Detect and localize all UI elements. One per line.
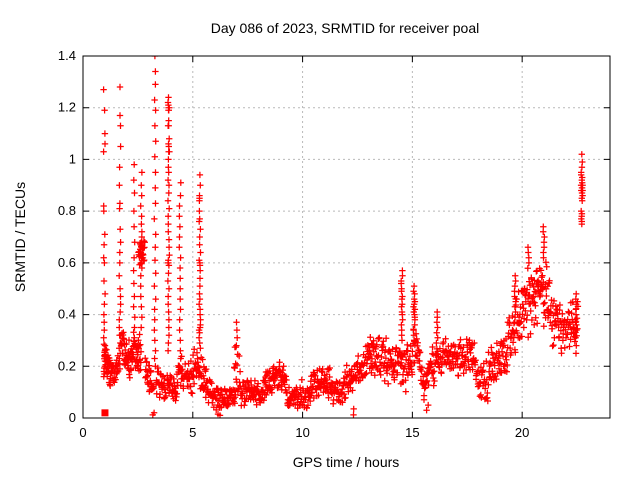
x-tick-label: 15 — [405, 425, 419, 440]
y-tick-label: 0 — [69, 410, 76, 425]
x-tick-label: 20 — [515, 425, 529, 440]
x-tick-label: 5 — [189, 425, 196, 440]
y-tick-label: 1.4 — [58, 48, 76, 63]
chart-title: Day 086 of 2023, SRMTID for receiver poa… — [211, 20, 479, 36]
y-axis-label: SRMTID / TECUs — [12, 182, 28, 292]
y-tick-label: 1 — [69, 151, 76, 166]
x-tick-label: 10 — [295, 425, 309, 440]
y-tick-label: 1.2 — [58, 100, 76, 115]
tick-labels: 0 5 10 15 20 0 0.2 0.4 0.6 0.8 1 1.2 1.4 — [58, 48, 529, 440]
y-tick-label: 0.8 — [58, 203, 76, 218]
x-axis-label: GPS time / hours — [293, 454, 400, 470]
plot-frame — [82, 55, 611, 419]
y-tick-label: 0.6 — [58, 255, 76, 270]
scatter-points — [100, 56, 586, 418]
x-tick-label: 0 — [79, 425, 86, 440]
y-tick-label: 0.2 — [58, 358, 76, 373]
y-tick-label: 0.4 — [58, 307, 76, 322]
